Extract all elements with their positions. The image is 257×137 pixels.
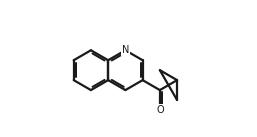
Text: N: N xyxy=(122,45,129,55)
Text: O: O xyxy=(156,105,164,115)
